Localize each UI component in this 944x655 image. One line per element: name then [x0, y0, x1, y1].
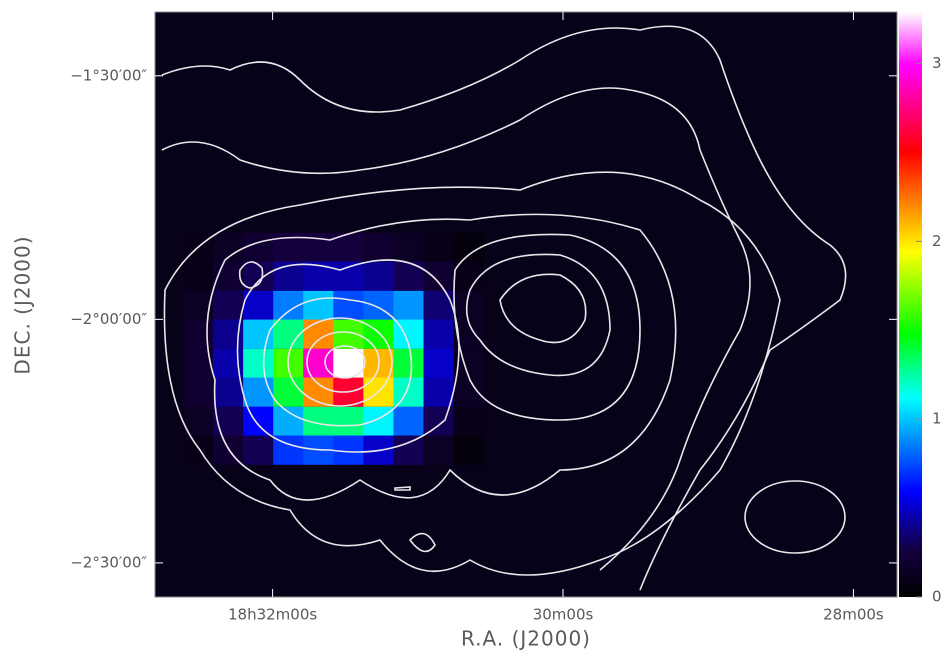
heatmap-cell	[423, 261, 454, 291]
heatmap-cell	[213, 377, 244, 407]
contour	[161, 25, 847, 591]
heatmap-cell	[453, 377, 484, 407]
y-tick-label: −1°30′00″	[70, 66, 147, 84]
contour	[163, 171, 781, 576]
heatmap-cell	[423, 319, 454, 349]
heatmap-cell	[273, 377, 304, 407]
heatmap-cell	[393, 406, 424, 437]
x-tick-label: 28m00s	[823, 606, 884, 624]
heatmap-cell	[453, 406, 484, 437]
heatmap-cell	[213, 435, 244, 465]
beam	[744, 480, 846, 554]
heatmap-cell	[393, 435, 424, 465]
heatmap-cell	[393, 261, 424, 291]
heatmap-cell	[243, 377, 274, 407]
heatmap-cell	[243, 261, 274, 291]
heatmap-cell	[393, 232, 424, 263]
x-tick-label: 30m00s	[533, 606, 594, 624]
contour	[465, 253, 611, 377]
contour	[408, 532, 436, 553]
heatmap-cell	[213, 290, 244, 321]
heatmap-cell	[423, 290, 454, 321]
colorbar-tick-label: 3	[932, 54, 942, 72]
contours	[161, 25, 847, 591]
contour	[394, 486, 411, 491]
heatmap-cell	[333, 290, 364, 321]
heatmap-cell	[183, 435, 214, 465]
heatmap-cell	[393, 377, 424, 407]
heatmap-cell	[423, 435, 454, 465]
contour	[206, 213, 677, 501]
contour	[262, 297, 413, 427]
colorbar-tick-label: 0	[932, 588, 942, 606]
contour	[499, 273, 587, 344]
heatmap-cell	[363, 232, 394, 263]
heatmap-cell	[333, 406, 364, 437]
heatmap-cell	[183, 261, 214, 291]
heatmap-cell	[183, 319, 214, 349]
contour	[236, 259, 460, 453]
heatmap-cell	[243, 348, 274, 379]
heatmap-cell	[363, 406, 394, 437]
heatmap-cell	[333, 261, 364, 291]
x-axis-label: R.A. (J2000)	[461, 627, 591, 651]
contour	[287, 317, 393, 407]
heatmap-cell	[243, 406, 274, 437]
heatmap-cell	[423, 406, 454, 437]
contour	[161, 87, 751, 571]
heatmap-cell	[243, 232, 274, 263]
heatmap-cell	[393, 348, 424, 379]
heatmap-cell	[303, 290, 334, 321]
heatmap-cell	[363, 261, 394, 291]
heatmap-cell	[423, 348, 454, 379]
y-tick-label: −2°30′00″	[70, 553, 147, 571]
y-tick-label: −2°00′00″	[70, 310, 147, 328]
plot-frame	[154, 11, 898, 598]
heatmap-cell	[183, 377, 214, 407]
contour	[453, 233, 641, 421]
contour	[324, 345, 366, 379]
colorbar	[899, 12, 922, 597]
heatmap-cell	[393, 290, 424, 321]
contour	[238, 261, 264, 289]
colorbar-tick-label: 2	[932, 232, 942, 250]
heatmap-cell	[333, 435, 364, 465]
colorbar-tick-label: 1	[932, 410, 942, 428]
contour	[306, 331, 380, 393]
heatmap-cell	[243, 435, 274, 465]
heatmap	[183, 232, 484, 465]
heatmap-cell	[423, 377, 454, 407]
heatmap-cell	[333, 319, 364, 349]
x-tick-label: 18h32m00s	[228, 606, 317, 624]
y-axis-label: DEC. (J2000)	[11, 235, 35, 374]
heatmap-cell	[453, 435, 484, 465]
heatmap-cell	[423, 232, 454, 263]
heatmap-cell	[363, 290, 394, 321]
